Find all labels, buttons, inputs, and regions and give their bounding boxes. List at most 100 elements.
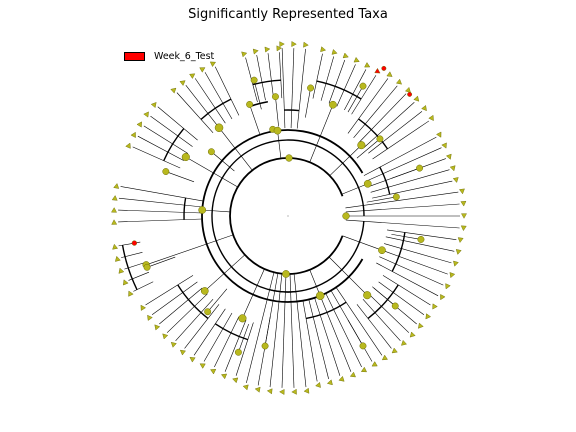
taxon-node-10 (238, 314, 247, 323)
leaf-marker (455, 249, 462, 255)
branch-line (145, 275, 194, 306)
taxon-node-36 (381, 65, 387, 71)
leaf-marker (342, 52, 349, 59)
leaf-marker (445, 283, 451, 290)
branch-line (312, 53, 323, 99)
branch-line (336, 64, 356, 107)
branch-line (366, 196, 397, 203)
branch-line (342, 235, 383, 251)
legend-label-week-6-test: Week_6_Test (154, 51, 215, 62)
leaf-marker (210, 369, 217, 375)
figure-title: Significantly Represented Taxa (188, 7, 388, 22)
branch-line (277, 130, 282, 159)
branch-line (347, 85, 364, 113)
leaf-marker (123, 279, 129, 286)
branch-line (246, 272, 275, 383)
leaf-marker (391, 347, 398, 354)
leaf-marker (140, 304, 146, 311)
branch-line (264, 316, 271, 347)
leaf-marker (170, 87, 177, 94)
branch-line (118, 218, 203, 223)
branch-line (166, 293, 208, 333)
legend: Week_6_Test (124, 51, 214, 62)
clade-arc (391, 232, 406, 272)
leaf-marker (254, 386, 261, 393)
branch-line (356, 304, 392, 349)
branch-line (305, 87, 311, 118)
branch-line (329, 144, 362, 176)
branch-line (165, 171, 195, 183)
branch-line (194, 78, 226, 124)
leaf-marker (320, 46, 327, 53)
branch-line (381, 249, 448, 275)
branch-line (157, 106, 198, 141)
taxon-node-9 (200, 287, 209, 295)
branch-line (293, 273, 307, 388)
taxon-node-26 (376, 135, 384, 143)
branch-line (309, 104, 334, 163)
leaf-marker (112, 243, 119, 250)
branch-line (269, 273, 283, 388)
taxon-node-30 (417, 235, 425, 243)
branch-line (379, 256, 444, 286)
taxon-node-14 (378, 246, 386, 255)
branch-line (358, 93, 407, 143)
branch-line (159, 287, 203, 325)
leaf-marker (428, 114, 434, 121)
leaf-marker (432, 303, 438, 310)
branch-line (118, 197, 203, 208)
clade-arc (214, 323, 249, 341)
branch-line (372, 180, 453, 199)
branch-line (363, 136, 437, 176)
taxon-node-31 (392, 193, 400, 201)
branch-line (353, 85, 398, 139)
taxon-node-19 (359, 82, 367, 90)
taxon-node-35 (131, 240, 138, 246)
leaf-marker (453, 260, 459, 267)
taxon-node-2 (246, 100, 254, 108)
branch-line (356, 138, 381, 159)
branch-line (319, 295, 352, 372)
leaf-marker (189, 357, 196, 363)
taxon-node-7 (198, 206, 207, 214)
branch-line (184, 304, 220, 349)
branch-line (151, 281, 198, 315)
branch-line (345, 191, 459, 209)
leaf-marker (441, 142, 447, 149)
branch-line (146, 256, 176, 268)
clade-arc (358, 118, 389, 150)
cladogram-edges (118, 48, 460, 388)
branch-line (309, 269, 321, 296)
clade-arc (211, 139, 365, 293)
clade-arc (121, 245, 138, 290)
branch-line (345, 219, 460, 229)
leaf-marker (371, 361, 378, 367)
leaf-marker (209, 61, 216, 67)
taxon-node-21 (272, 93, 279, 101)
leaf-marker (162, 333, 169, 340)
branch-line (218, 127, 253, 171)
branch-line (325, 293, 362, 368)
branch-line (211, 151, 235, 172)
leaf-marker (405, 86, 411, 93)
leaf-marker (381, 354, 388, 361)
branch-line (214, 316, 240, 368)
branch-line (242, 268, 265, 319)
leaf-marker (118, 267, 125, 274)
leaf-marker (111, 219, 118, 225)
clade-arc (252, 79, 281, 86)
leaf-marker (143, 111, 149, 118)
leaf-marker (449, 272, 456, 279)
branch-line (391, 167, 420, 179)
clade-arc (200, 98, 232, 120)
branch-line (176, 92, 214, 133)
branch-line (137, 135, 184, 161)
branch-line (193, 308, 226, 356)
leaf-marker (266, 388, 273, 395)
branch-line (378, 281, 425, 315)
leaf-marker (170, 341, 177, 348)
clade-arc (229, 157, 344, 275)
branch-line (363, 102, 415, 148)
leaf-marker (128, 290, 134, 297)
